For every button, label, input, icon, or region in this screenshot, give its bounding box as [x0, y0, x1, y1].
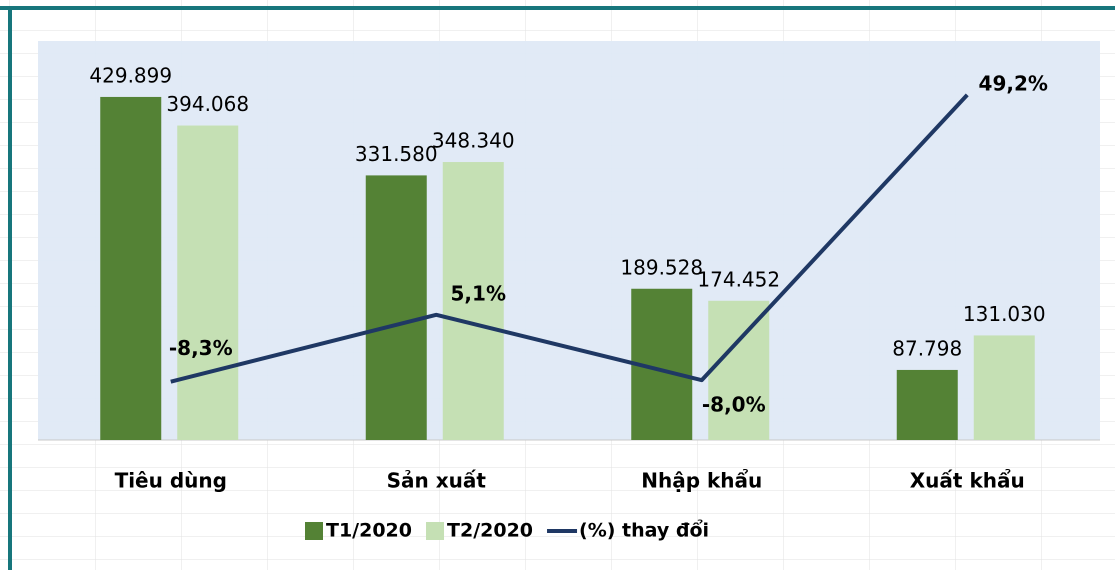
line-label: 5,1% [451, 281, 506, 305]
value-label: 189.528 [620, 255, 703, 279]
x-tick-label: Tiêu dùng [115, 469, 227, 493]
line-label: -8,0% [702, 393, 766, 417]
legend-label: T2/2020 [447, 520, 533, 542]
bar [100, 96, 162, 440]
legend-label: T1/2020 [326, 520, 412, 542]
line-label: -8,3% [169, 336, 233, 360]
value-label: 394.068 [166, 92, 249, 116]
line-series [170, 93, 969, 384]
value-label: 429.899 [89, 63, 172, 87]
value-label: 87.798 [892, 336, 962, 360]
legend-swatch [305, 522, 323, 540]
bar [177, 125, 239, 440]
value-label: 331.580 [355, 142, 438, 166]
bar [896, 369, 958, 440]
value-label: 131.030 [963, 302, 1046, 326]
legend-label: (%) thay đổi [579, 519, 709, 542]
x-tick-label: Sản xuất [387, 469, 487, 493]
value-label: 174.452 [697, 267, 780, 291]
bar [973, 335, 1035, 440]
value-label: 348.340 [432, 129, 515, 153]
x-tick-label: Nhập khẩu [641, 469, 762, 493]
bar [442, 162, 504, 441]
bar [365, 175, 427, 440]
x-tick-label: Xuất khẩu [910, 469, 1025, 493]
legend-swatch [426, 522, 445, 540]
line-label: 49,2% [979, 71, 1048, 95]
bar [708, 300, 770, 440]
